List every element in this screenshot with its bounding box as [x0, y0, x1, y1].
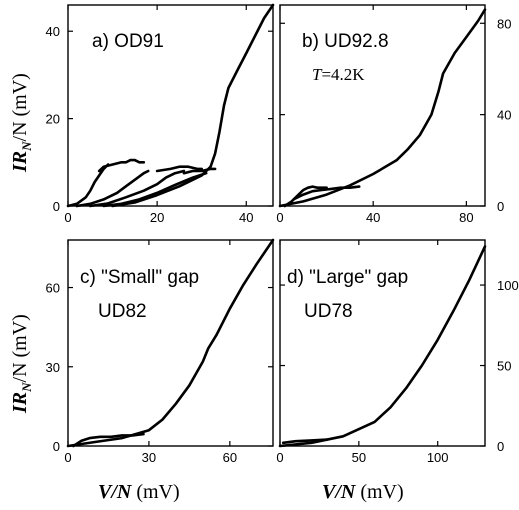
- panel-b: b) UD92.8 T=4.2K: [279, 4, 486, 207]
- x-tick-label: 80: [459, 210, 473, 225]
- y-axis-label-bottom: IRN/N (mV): [9, 314, 34, 414]
- series-line-a-7: [111, 3, 275, 208]
- temperature-label: T=4.2K: [312, 65, 365, 84]
- y-tick-label: 0: [497, 199, 504, 214]
- y-tick-label: 100: [497, 278, 519, 293]
- series-line-c-1: [66, 238, 275, 448]
- x-tick-label: 20: [150, 210, 164, 225]
- x-tick-label: 60: [223, 450, 237, 465]
- panel-b-label: b) UD92.8: [302, 31, 389, 52]
- y-tick-label: 40: [497, 108, 511, 123]
- y-tick-label: 0: [53, 199, 60, 214]
- x-axis-label-left: V/N (mV): [98, 481, 180, 503]
- panel-d-label: d) "Large" gap: [287, 267, 408, 288]
- series-line-a-1: [97, 158, 146, 173]
- panel-c-sample-label: UD82: [98, 301, 147, 322]
- x-tick-label: 50: [352, 450, 366, 465]
- x-tick-label: 100: [427, 450, 449, 465]
- plot-layer: 0 20 40 0 20 40 0 40 80 0 40 80 0 30 60 0 30 60 0 50 100 0 50 1…: [46, 3, 519, 465]
- series-line-b-1: [292, 185, 361, 201]
- x-tick-label: 0: [64, 450, 71, 465]
- series-line-a-5: [155, 165, 203, 173]
- y-axis-label-top: IRN/N (mV): [9, 73, 34, 173]
- panel-d: d) "Large" gap UD78: [279, 239, 486, 447]
- y-tick-label: 20: [46, 112, 60, 127]
- x-tick-label: 0: [64, 210, 71, 225]
- x-tick-label: 40: [366, 210, 380, 225]
- panel-c: c) "Small" gap UD82: [67, 239, 274, 447]
- panel-a-label: a) OD91: [92, 31, 164, 52]
- y-tick-label: 0: [53, 439, 60, 454]
- x-tick-label: 40: [239, 210, 253, 225]
- series-line-a-0: [66, 163, 110, 208]
- x-tick-label: 30: [142, 450, 156, 465]
- panel-c-frame: [67, 239, 274, 447]
- y-tick-label: 60: [46, 281, 60, 296]
- y-tick-label: 0: [497, 439, 504, 454]
- x-tick-label: 0: [276, 210, 283, 225]
- series-line-a-4: [102, 171, 208, 208]
- x-axis-label-right: V/N (mV): [322, 481, 404, 503]
- series-line-a-6: [182, 167, 217, 175]
- panel-c-label: c) "Small" gap: [80, 267, 199, 288]
- y-tick-label: 30: [46, 360, 60, 375]
- y-tick-label: 80: [497, 16, 511, 31]
- panel-b-frame: [279, 4, 486, 207]
- series-line-b-2: [278, 8, 487, 208]
- series-line-a-2: [75, 169, 150, 208]
- x-tick-label: 0: [276, 450, 283, 465]
- panel-a: a) OD91: [67, 4, 274, 207]
- panel-a-frame: [67, 4, 274, 207]
- series-line-d-1: [278, 245, 487, 448]
- y-tick-label: 50: [497, 359, 511, 374]
- y-tick-label: 40: [46, 24, 60, 39]
- panel-d-sample-label: UD78: [304, 301, 353, 322]
- series-line-a-3: [89, 169, 186, 208]
- panel-d-frame: [279, 239, 486, 447]
